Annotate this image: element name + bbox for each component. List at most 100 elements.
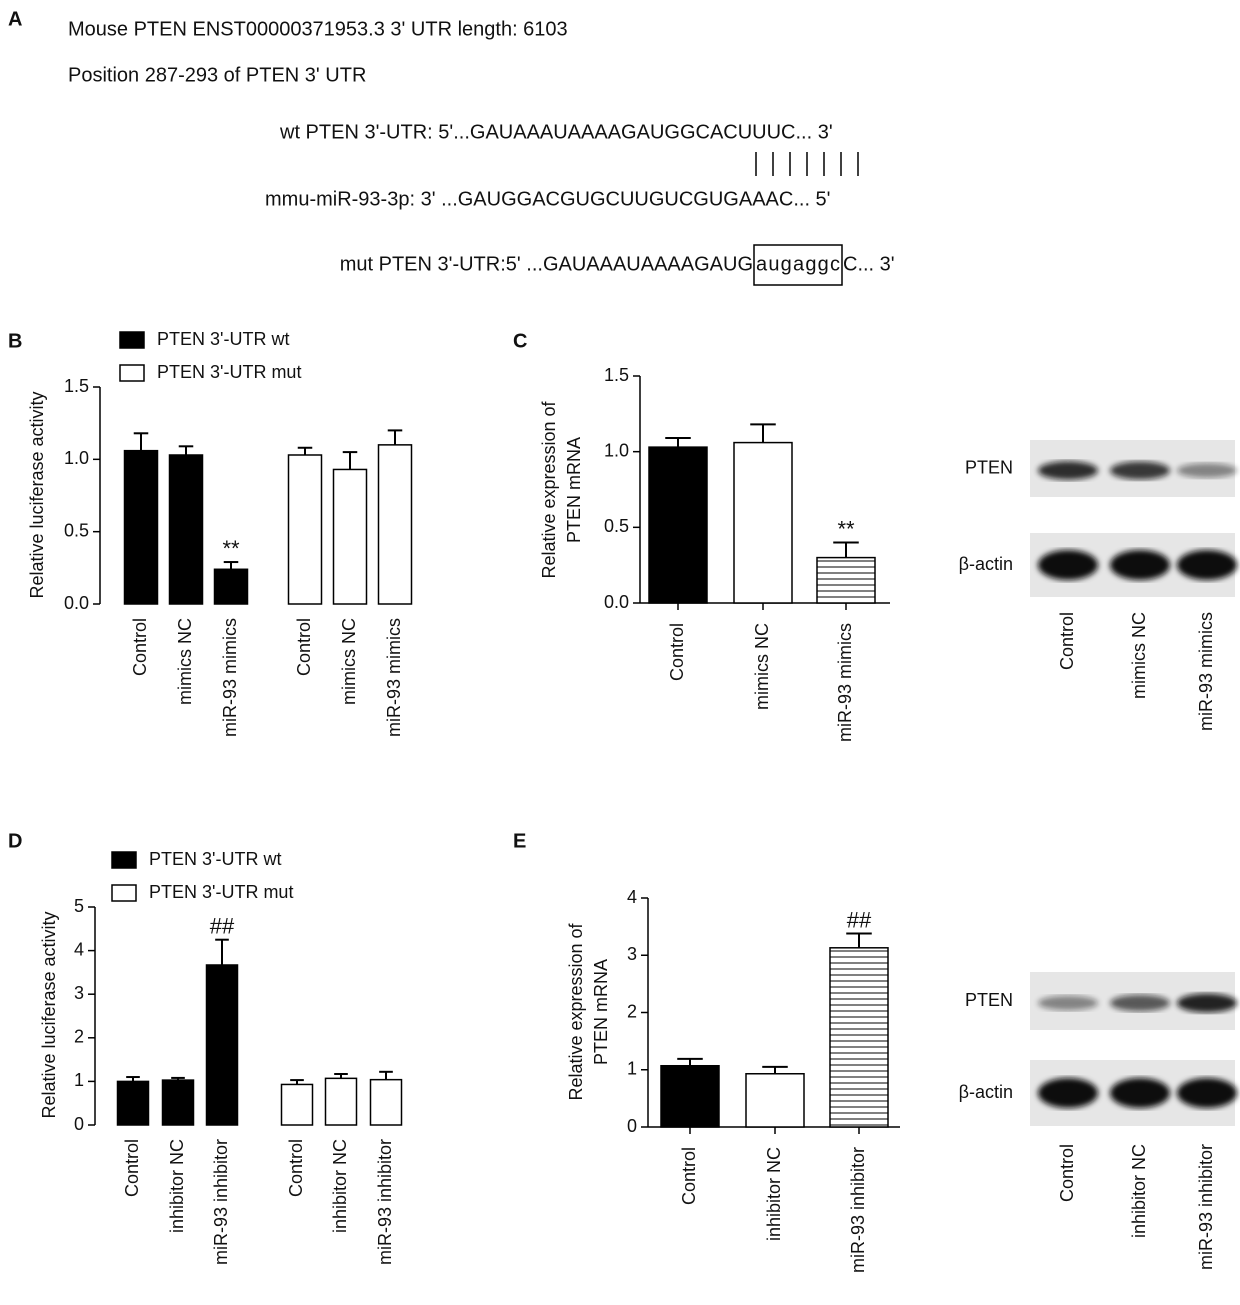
bar	[648, 446, 708, 604]
blot-band	[1177, 550, 1237, 580]
blot-band	[1110, 461, 1170, 480]
legend-label: PTEN 3'-UTR mut	[149, 882, 293, 902]
bar	[829, 947, 889, 1128]
bar	[287, 454, 323, 605]
bar	[733, 441, 793, 604]
y-tick-label: 2	[627, 1001, 637, 1021]
y-tick-label: 0.0	[604, 592, 629, 612]
y-axis-label: Relative expression of	[566, 922, 586, 1100]
bar	[660, 1064, 720, 1128]
x-tick-label: miR-93 mimics	[220, 618, 240, 737]
y-tick-label: 2	[74, 1027, 84, 1047]
y-tick-label: 1	[74, 1070, 84, 1090]
bar	[213, 568, 249, 605]
y-tick-label: 1.5	[64, 376, 89, 396]
y-tick-label: 1	[627, 1059, 637, 1079]
x-tick-label: Control	[286, 1139, 306, 1197]
bar	[816, 556, 876, 604]
x-tick-label: miR-93 inhibitor	[211, 1139, 231, 1265]
blot-lane-label: miR-93 mimics	[1196, 612, 1216, 731]
y-tick-label: 4	[74, 939, 84, 959]
y-tick-label: 0	[627, 1116, 637, 1136]
significance-label: ##	[210, 914, 235, 939]
x-tick-label: mimics NC	[339, 618, 359, 705]
blot-row-label: β-actin	[959, 1082, 1013, 1102]
legend-swatch	[119, 364, 145, 382]
header-line: Position 287-293 of PTEN 3' UTR	[68, 64, 366, 86]
y-tick-label: 1.0	[64, 448, 89, 468]
legend-label: PTEN 3'-UTR wt	[157, 329, 289, 349]
blot-band	[1038, 1078, 1098, 1108]
x-tick-label: inhibitor NC	[167, 1139, 187, 1233]
bar	[168, 454, 204, 605]
legend-label: PTEN 3'-UTR wt	[149, 849, 281, 869]
bar	[324, 1077, 358, 1126]
bar	[161, 1079, 195, 1126]
blot-lane-label: Control	[1057, 1144, 1077, 1202]
sequence: augaggc	[756, 253, 840, 275]
significance-label: **	[222, 536, 240, 561]
panel-label: B	[8, 330, 22, 352]
x-tick-label: Control	[122, 1139, 142, 1197]
legend-swatch	[111, 851, 137, 869]
x-tick-label: miR-93 mimics	[384, 618, 404, 737]
sequence: mut PTEN 3'-UTR:5' ...GAUAAAUAAAAGAUG	[340, 253, 753, 275]
blot-band	[1038, 461, 1098, 480]
significance-label: **	[837, 516, 855, 541]
blot-lane-label: inhibitor NC	[1129, 1144, 1149, 1238]
y-axis-label: PTEN mRNA	[591, 959, 611, 1065]
x-tick-label: inhibitor NC	[330, 1139, 350, 1233]
y-tick-label: 0.5	[604, 516, 629, 536]
blot-band	[1038, 995, 1098, 1011]
x-tick-label: miR-93 inhibitor	[848, 1147, 868, 1273]
legend-label: PTEN 3'-UTR mut	[157, 362, 301, 382]
y-tick-label: 3	[74, 983, 84, 1003]
bar	[332, 468, 368, 605]
y-tick-label: 3	[627, 944, 637, 964]
y-tick-label: 0.5	[64, 520, 89, 540]
x-tick-label: Control	[130, 618, 150, 676]
bar	[123, 449, 159, 605]
blot-band	[1177, 463, 1237, 478]
legend-swatch	[111, 884, 137, 902]
sequence: wt PTEN 3'-UTR: 5'...GAUAAAUAAAAGAUGGCAC…	[279, 121, 833, 143]
bar	[745, 1073, 805, 1128]
blot-band	[1110, 1078, 1170, 1108]
y-axis-label: Relative luciferase activity	[39, 911, 59, 1118]
bar	[377, 444, 413, 605]
y-tick-label: 0	[74, 1114, 84, 1134]
panel-label: D	[8, 830, 22, 852]
header-line: Mouse PTEN ENST00000371953.3 3' UTR leng…	[68, 18, 568, 40]
sequence: C... 3'	[843, 253, 895, 275]
blot-row-label: PTEN	[965, 457, 1013, 477]
bar	[369, 1078, 403, 1126]
x-tick-label: Control	[667, 623, 687, 681]
y-axis-label: Relative expression of	[539, 400, 559, 578]
x-tick-label: Control	[294, 618, 314, 676]
blot-band	[1110, 550, 1170, 580]
x-tick-label: miR-93 mimics	[835, 623, 855, 742]
y-axis-label: Relative luciferase activity	[27, 391, 47, 598]
bar	[280, 1083, 314, 1126]
y-axis-label: PTEN mRNA	[564, 437, 584, 543]
blot-band	[1110, 994, 1170, 1012]
bar	[205, 964, 239, 1126]
significance-label: ##	[847, 907, 872, 932]
x-tick-label: miR-93 inhibitor	[375, 1139, 395, 1265]
panel-label: A	[8, 8, 22, 30]
pairing-lines	[755, 152, 859, 176]
blot-band	[1177, 993, 1237, 1013]
y-tick-label: 1.5	[604, 365, 629, 385]
panel-label: C	[513, 330, 527, 352]
blot-lane-label: miR-93 inhibitor	[1196, 1144, 1216, 1270]
blot-lane-label: mimics NC	[1129, 612, 1149, 699]
x-tick-label: mimics NC	[175, 618, 195, 705]
mutation-box	[753, 244, 843, 286]
y-tick-label: 5	[74, 896, 84, 916]
x-tick-label: Control	[679, 1147, 699, 1205]
y-tick-label: 1.0	[604, 440, 629, 460]
x-tick-label: mimics NC	[752, 623, 772, 710]
y-tick-label: 0.0	[64, 593, 89, 613]
bar	[116, 1080, 150, 1126]
